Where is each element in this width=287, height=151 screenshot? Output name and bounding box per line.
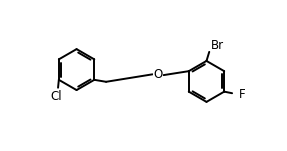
Text: O: O xyxy=(154,68,163,81)
Text: Br: Br xyxy=(211,39,224,52)
Text: F: F xyxy=(239,88,246,101)
Text: Cl: Cl xyxy=(50,90,61,103)
